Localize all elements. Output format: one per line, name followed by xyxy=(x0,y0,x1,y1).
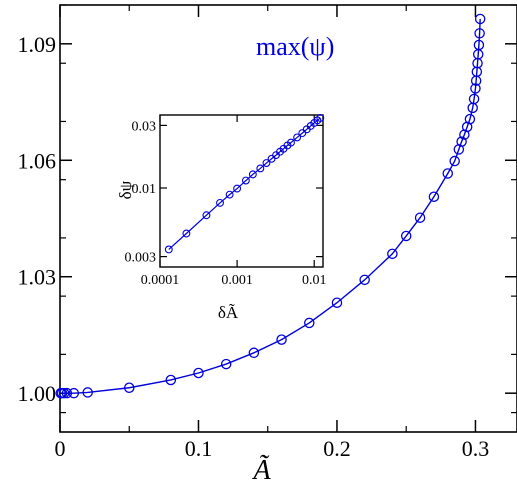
main-axes: 0 0.1 0.2 0.3 1.00 1.03 1.06 1.09 xyxy=(18,4,517,461)
main-data-point xyxy=(193,367,204,379)
inset-data-point xyxy=(241,176,250,185)
inset-plot-frame xyxy=(159,114,324,268)
main-data-point xyxy=(474,28,485,39)
inset-series xyxy=(164,113,325,254)
inset-data-point xyxy=(256,164,265,173)
main-data-point xyxy=(414,212,426,223)
main-data-point xyxy=(165,374,177,386)
main-data-point xyxy=(442,168,454,179)
inset-data-point xyxy=(262,159,271,167)
main-x-axis-label: Ã xyxy=(251,455,271,486)
main-data-point xyxy=(220,358,232,370)
main-series xyxy=(55,13,486,399)
inset-x-tick-label: 0.01 xyxy=(302,273,327,288)
main-x-tick-label: 0 xyxy=(55,436,66,461)
main-data-point xyxy=(428,191,440,203)
inset-data-point xyxy=(202,211,211,220)
main-x-tick-label: 0.3 xyxy=(462,436,490,461)
max-psi-annotation: max(ψ) xyxy=(256,32,334,61)
main-data-point xyxy=(400,230,412,242)
inset-data-point xyxy=(316,113,325,122)
inset-y-tick-label: 0.01 xyxy=(132,182,157,197)
main-y-tick-label: 1.06 xyxy=(18,148,57,173)
inset-y-tick-label: 0.03 xyxy=(132,119,157,134)
main-data-point xyxy=(473,39,485,51)
main-data-point xyxy=(359,274,370,286)
inset-data-point xyxy=(216,198,224,207)
main-data-point xyxy=(464,113,476,125)
main-data-point xyxy=(470,83,481,94)
inset-y-tick-label: 0.003 xyxy=(125,251,157,266)
main-data-point xyxy=(82,387,93,398)
inset-background xyxy=(160,115,323,267)
main-data-point xyxy=(123,382,135,393)
main-data-point xyxy=(468,93,480,105)
inset-x-tick-label: 0.0001 xyxy=(141,273,180,288)
main-data-point xyxy=(276,334,287,345)
main-series-line xyxy=(60,18,481,394)
main-data-point xyxy=(449,155,460,167)
inset-y-axis-label: δψ xyxy=(116,180,135,199)
main-x-axis-label-text: Ã xyxy=(251,455,271,486)
main-data-point xyxy=(248,347,260,359)
main-y-tick-label: 1.03 xyxy=(18,265,57,290)
main-plot-frame xyxy=(59,4,517,433)
inset-data-point xyxy=(248,170,257,179)
main-data-point xyxy=(456,136,467,147)
main-y-tick-label: 1.00 xyxy=(18,381,57,406)
inset-data-point xyxy=(233,184,242,193)
main-data-point xyxy=(68,387,80,399)
inset-data-point xyxy=(164,245,173,254)
inset-data-point xyxy=(182,229,191,238)
main-data-point xyxy=(387,248,398,260)
main-data-point xyxy=(331,297,343,308)
inset-x-axis-label: δÃ xyxy=(218,303,239,322)
main-data-point xyxy=(304,317,315,329)
inset-x-tick-label: 0.001 xyxy=(221,273,253,288)
main-x-tick-label: 0.1 xyxy=(185,436,213,461)
inset-data-point xyxy=(225,190,234,199)
main-data-point xyxy=(474,13,486,25)
main-y-tick-label: 1.09 xyxy=(18,32,57,57)
main-x-tick-label: 0.2 xyxy=(323,436,351,461)
main-data-point xyxy=(61,387,73,399)
inset-data-point xyxy=(293,133,302,142)
inset-data-point xyxy=(287,138,295,147)
